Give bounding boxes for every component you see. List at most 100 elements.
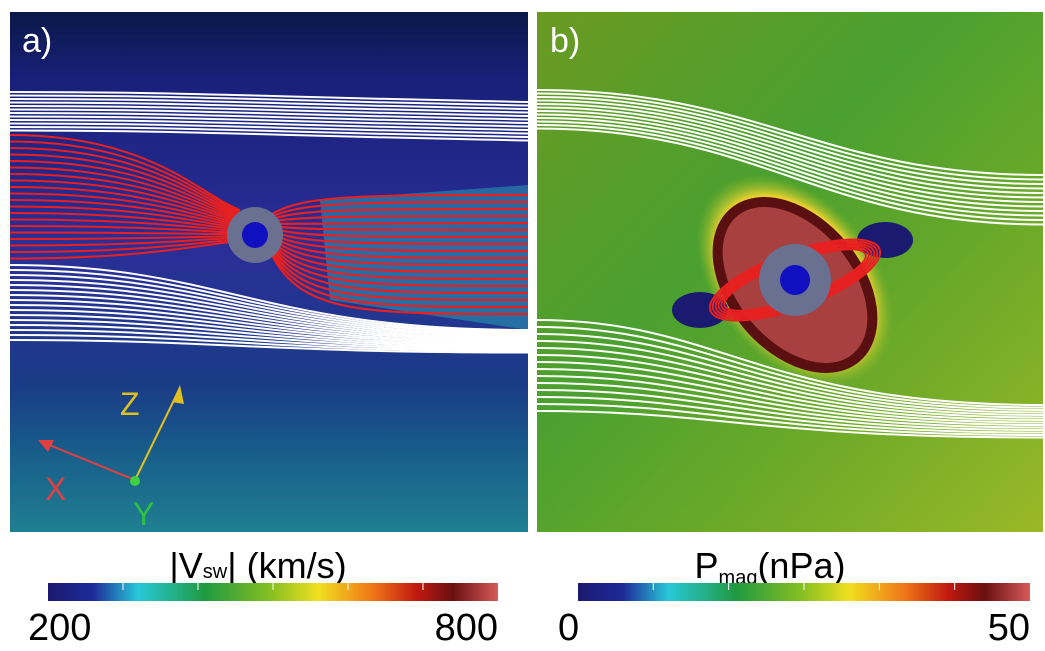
field-line	[269, 233, 528, 260]
streamline	[537, 403, 1043, 436]
panel-a	[10, 91, 528, 354]
streamline	[10, 279, 528, 336]
streamline	[10, 98, 528, 110]
colorbar-title: |Vsw| (km/s)	[169, 545, 346, 586]
arrowhead	[172, 385, 184, 404]
streamline	[10, 319, 528, 348]
field-line	[10, 225, 241, 234]
streamline	[537, 127, 1043, 226]
colorbar-title: Pmag(nPa)	[695, 545, 846, 589]
unit: (nPa)	[757, 545, 845, 586]
streamline	[537, 333, 1043, 411]
streamline	[10, 115, 528, 128]
streamline	[10, 112, 528, 124]
streamline	[10, 119, 528, 131]
field-line	[269, 242, 528, 288]
streamline	[10, 108, 528, 121]
field-line	[269, 235, 528, 267]
field-line	[10, 186, 241, 224]
low-lobe	[857, 222, 913, 258]
streamline	[537, 103, 1043, 194]
field-line	[269, 246, 528, 302]
streamline	[537, 106, 1043, 199]
colorbar-tick-label: 200	[28, 607, 91, 646]
streamline	[537, 410, 1043, 439]
field-line	[10, 239, 241, 260]
streamline	[537, 354, 1043, 419]
streamline	[537, 110, 1043, 203]
streamline	[537, 375, 1043, 426]
streamline	[10, 324, 528, 349]
field-line	[10, 205, 241, 229]
streamline	[537, 113, 1043, 208]
axes-triad: X Y Z	[38, 385, 184, 532]
panel-label: b)	[550, 22, 580, 60]
streamline	[10, 91, 528, 103]
field-line	[10, 192, 241, 226]
field-line	[269, 250, 528, 316]
field-line	[269, 193, 528, 217]
streamline	[537, 99, 1043, 190]
streamline	[10, 101, 528, 114]
axis-label: Z	[120, 386, 140, 422]
field-line	[10, 235, 241, 240]
field-line	[269, 207, 528, 221]
streamline	[537, 389, 1043, 431]
streamline	[10, 129, 528, 142]
field-line	[10, 153, 241, 216]
field-line	[269, 227, 528, 239]
planet	[780, 265, 810, 295]
streamline	[537, 319, 1043, 406]
field-line	[269, 248, 528, 309]
panel-label: a)	[22, 22, 52, 60]
streamline	[10, 269, 528, 333]
streamline	[537, 92, 1043, 181]
field-line	[269, 237, 528, 274]
field-line	[269, 231, 528, 253]
field-line	[10, 160, 241, 218]
streamline	[10, 289, 528, 339]
title-text: |V	[169, 545, 202, 586]
streamline	[537, 120, 1043, 217]
field-line	[269, 229, 528, 246]
axis-label: X	[45, 471, 66, 507]
field-line	[10, 218, 241, 233]
field-line	[269, 214, 528, 223]
unit: | (km/s)	[227, 545, 346, 586]
streamline	[10, 334, 528, 352]
arrowhead	[38, 440, 54, 452]
panel-b	[537, 89, 1043, 439]
y-axis-dot	[130, 476, 140, 486]
streamline	[10, 339, 528, 354]
field-line	[269, 200, 528, 219]
streamline	[537, 117, 1043, 212]
streamline	[10, 105, 528, 117]
streamline	[537, 326, 1043, 409]
field-line	[10, 238, 241, 253]
colorbar-tick-label: 800	[435, 607, 498, 646]
streamline	[10, 299, 528, 342]
field-line	[269, 224, 528, 232]
field-line	[10, 236, 241, 247]
field-line	[10, 140, 241, 213]
streamline	[10, 94, 528, 107]
streamline	[537, 89, 1043, 176]
streamline	[537, 361, 1043, 421]
field-line	[269, 240, 528, 281]
streamline	[10, 294, 528, 340]
streamline	[10, 284, 528, 337]
field-line	[10, 179, 241, 223]
x-axis-arrow	[41, 441, 136, 481]
streamline	[10, 122, 528, 135]
colorbar	[578, 583, 1030, 601]
streamline	[10, 304, 528, 343]
colorbar-tick-label: 50	[988, 607, 1030, 646]
streamline	[537, 347, 1043, 416]
streamline	[537, 124, 1043, 221]
planet	[242, 222, 268, 248]
field-line	[269, 221, 528, 225]
streamline	[10, 126, 528, 138]
subscript: sw	[203, 561, 228, 583]
streamline	[10, 329, 528, 351]
